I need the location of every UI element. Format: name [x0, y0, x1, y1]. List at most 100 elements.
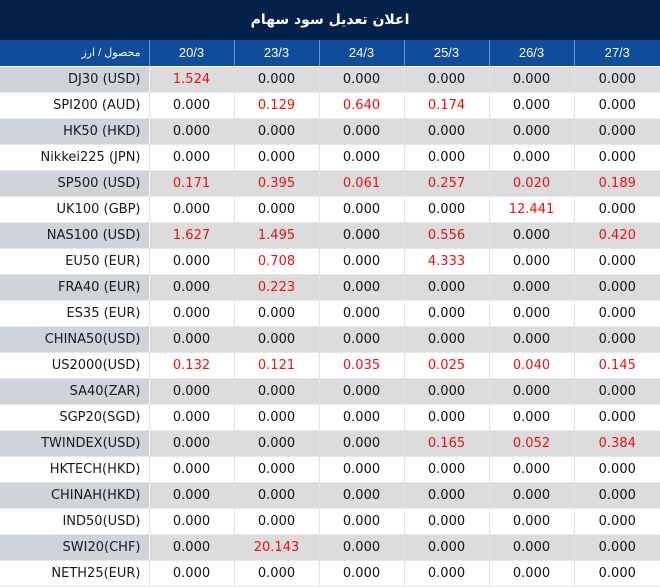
dividend-value: 0.000 — [234, 144, 320, 171]
dividend-value: 0.025 — [404, 352, 490, 379]
dividend-value: 0.223 — [234, 274, 320, 301]
dividend-value: 0.000 — [149, 144, 235, 171]
dividend-value: 0.000 — [319, 534, 405, 561]
dividend-value: 0.189 — [574, 170, 660, 197]
table-row: NETH25(EUR) 0.000 0.000 0.000 0.000 0.000 0.00… — [0, 560, 660, 587]
instrument-name: ES35 (EUR) — [0, 300, 150, 327]
column-header-instrument: محصول / ارز — [0, 40, 150, 67]
dividend-value: 0.000 — [234, 326, 320, 353]
table-row: EU50 (EUR) 0.000 0.708 0.000 4.333 0.000 0.000 — [0, 248, 660, 275]
dividend-value: 0.000 — [149, 326, 235, 353]
dividend-value: 0.000 — [489, 92, 575, 119]
dividend-value: 0.000 — [489, 560, 575, 587]
table-row: CHINAH(HKD) 0.000 0.000 0.000 0.000 0.000 0.00… — [0, 482, 660, 509]
dividend-value: 0.000 — [489, 66, 575, 93]
dividend-value: 0.000 — [489, 248, 575, 275]
dividend-value: 0.000 — [404, 482, 490, 509]
dividend-value: 0.000 — [149, 274, 235, 301]
dividend-value: 0.000 — [574, 326, 660, 353]
dividend-value: 0.000 — [404, 534, 490, 561]
dividend-value: 20.143 — [234, 534, 320, 561]
dividend-value: 0.000 — [234, 300, 320, 327]
dividend-value: 0.000 — [149, 248, 235, 275]
dividend-value: 0.000 — [574, 248, 660, 275]
table-row: HK50 (HKD) 0.000 0.000 0.000 0.000 0.000 0.000 — [0, 118, 660, 145]
dividend-value: 0.000 — [234, 118, 320, 145]
dividend-value: 0.061 — [319, 170, 405, 197]
dividend-value: 0.000 — [489, 144, 575, 171]
dividend-value: 0.000 — [404, 404, 490, 431]
instrument-name: CHINA50(USD) — [0, 326, 150, 353]
dividend-value: 0.000 — [574, 482, 660, 509]
table-row: Nikkei225 (JPN) 0.000 0.000 0.000 0.000 0.000… — [0, 144, 660, 171]
dividend-value: 0.000 — [149, 92, 235, 119]
column-header-date: 24/3 — [319, 40, 405, 67]
dividend-value: 0.000 — [149, 560, 235, 587]
dividend-value: 0.000 — [319, 248, 405, 275]
dividend-value: 0.000 — [319, 144, 405, 171]
dividend-value: 0.000 — [234, 508, 320, 535]
instrument-name: TWINDEX(USD) — [0, 430, 150, 457]
dividend-value: 0.000 — [404, 118, 490, 145]
column-header-date: 20/3 — [149, 40, 235, 67]
dividend-value: 0.000 — [319, 456, 405, 483]
table-row: HKTECH(HKD) 0.000 0.000 0.000 0.000 0.000 0.00… — [0, 456, 660, 483]
dividend-value: 0.000 — [234, 560, 320, 587]
dividend-value: 0.000 — [404, 300, 490, 327]
dividend-value: 0.257 — [404, 170, 490, 197]
instrument-name: NETH25(EUR) — [0, 560, 150, 587]
dividend-value: 0.000 — [574, 118, 660, 145]
table-row: SA40(ZAR) 0.000 0.000 0.000 0.000 0.000 0.000 — [0, 378, 660, 405]
dividend-value: 0.000 — [234, 66, 320, 93]
dividend-value: 0.000 — [574, 274, 660, 301]
instrument-name: SP500 (USD) — [0, 170, 150, 197]
dividend-value: 0.000 — [319, 430, 405, 457]
instrument-name: FRA40 (EUR) — [0, 274, 150, 301]
dividend-value: 0.121 — [234, 352, 320, 379]
dividend-value: 0.420 — [574, 222, 660, 249]
instrument-name: SGP20(SGD) — [0, 404, 150, 431]
dividend-value: 0.132 — [149, 352, 235, 379]
dividend-value: 0.000 — [574, 404, 660, 431]
dividend-value: 0.129 — [234, 92, 320, 119]
dividend-value: 0.000 — [149, 508, 235, 535]
dividend-value: 0.000 — [574, 560, 660, 587]
dividend-value: 0.000 — [489, 378, 575, 405]
table-row: TWINDEX(USD) 0.000 0.000 0.000 0.165 0.052 0.3… — [0, 430, 660, 457]
instrument-name: CHINAH(HKD) — [0, 482, 150, 509]
dividend-value: 0.000 — [149, 456, 235, 483]
dividend-value: 0.000 — [319, 222, 405, 249]
table-row: IND50(USD) 0.000 0.000 0.000 0.000 0.000 0.000 — [0, 508, 660, 535]
table-row: SGP20(SGD) 0.000 0.000 0.000 0.000 0.000 0.000 — [0, 404, 660, 431]
dividend-value: 0.000 — [319, 508, 405, 535]
table-row: FRA40 (EUR) 0.000 0.223 0.000 0.000 0.000 0.00… — [0, 274, 660, 301]
dividend-value: 0.000 — [234, 430, 320, 457]
dividend-value: 0.000 — [234, 196, 320, 223]
dividend-value: 0.640 — [319, 92, 405, 119]
dividend-value: 0.000 — [404, 326, 490, 353]
dividend-value: 0.000 — [234, 378, 320, 405]
column-header-date: 27/3 — [574, 40, 660, 67]
dividend-value: 0.000 — [319, 66, 405, 93]
table-row: SPI200 (AUD) 0.000 0.129 0.640 0.174 0.000 0.0… — [0, 92, 660, 119]
dividend-value: 0.000 — [574, 196, 660, 223]
dividend-value: 0.000 — [489, 456, 575, 483]
dividend-value: 0.000 — [574, 66, 660, 93]
dividend-value: 0.000 — [574, 300, 660, 327]
dividend-value: 0.000 — [574, 92, 660, 119]
dividend-value: 0.000 — [489, 300, 575, 327]
dividend-value: 0.000 — [489, 222, 575, 249]
dividend-value: 0.000 — [574, 144, 660, 171]
dividend-value: 0.165 — [404, 430, 490, 457]
instrument-name: SPI200 (AUD) — [0, 92, 150, 119]
dividend-value: 0.000 — [489, 534, 575, 561]
dividend-value: 1.495 — [234, 222, 320, 249]
table-row: CHINA50(USD) 0.000 0.000 0.000 0.000 0.000 0.0… — [0, 326, 660, 353]
table-body: DJ30 (USD) 1.524 0.000 0.000 0.000 0.000 0.000… — [0, 66, 660, 587]
dividend-value: 0.000 — [319, 404, 405, 431]
dividend-value: 0.000 — [319, 274, 405, 301]
dividend-value: 0.000 — [319, 326, 405, 353]
column-header-date: 26/3 — [489, 40, 575, 67]
instrument-name: EU50 (EUR) — [0, 248, 150, 275]
dividend-value: 0.000 — [319, 118, 405, 145]
